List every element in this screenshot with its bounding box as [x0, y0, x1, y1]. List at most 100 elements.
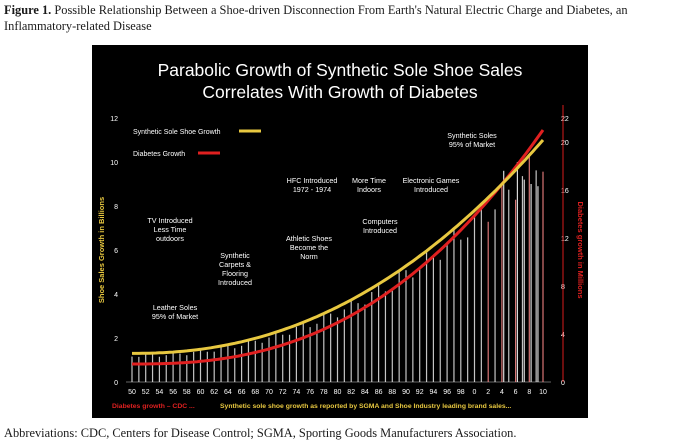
bar	[467, 237, 469, 382]
x-tick-label: 64	[224, 389, 232, 396]
chart-panel: Parabolic Growth of Synthetic Sole Shoe …	[92, 45, 588, 418]
x-tick-label: 66	[238, 389, 246, 396]
bar	[268, 337, 270, 382]
y-left-tick-label: 0	[114, 380, 118, 387]
bar	[460, 239, 462, 382]
bar	[508, 189, 510, 382]
y-left-tick-label: 8	[114, 204, 118, 211]
x-tick-label: 80	[334, 389, 342, 396]
bar	[282, 334, 284, 382]
bar	[206, 351, 208, 382]
annotation-line: 95% of Market	[152, 312, 198, 321]
bar	[494, 209, 496, 382]
annotation-line: outdoors	[156, 234, 184, 243]
bar	[378, 285, 380, 382]
annotation-line: Synthetic Soles	[447, 131, 497, 140]
y-right-axis-title: Diabetes growth in Millions	[576, 201, 585, 298]
figure-caption: Figure 1. Possible Relationship Between …	[4, 2, 676, 34]
bar	[302, 323, 304, 382]
x-tick-label: 74	[293, 389, 301, 396]
annotation-line: 1972 - 1974	[293, 185, 331, 194]
bar	[309, 327, 311, 382]
annotation: HFC Introduced 1972 - 1974	[287, 176, 338, 194]
chart-title-line1: Parabolic Growth of Synthetic Sole Shoe …	[158, 60, 523, 80]
x-tick-label: 56	[169, 389, 177, 396]
x-tick-label: 88	[388, 389, 396, 396]
y-left-tick-label: 10	[110, 160, 118, 167]
x-tick-label: 78	[320, 389, 328, 396]
x-tick-label: 4	[500, 389, 504, 396]
source-diabetes: Diabetes growth – CDC ...	[112, 403, 195, 410]
bar	[193, 351, 195, 382]
annotation-line: HFC Introduced	[287, 176, 338, 185]
series-line-diabetes	[132, 129, 545, 366]
bar	[172, 352, 174, 382]
annotation-line: Norm	[300, 252, 318, 261]
bar	[473, 213, 476, 382]
annotation-line: More Time	[352, 176, 386, 185]
annotation-line: Computers	[362, 217, 398, 226]
bar	[323, 314, 325, 382]
x-tick-label: 92	[416, 389, 424, 396]
bar	[241, 345, 243, 382]
chart: Parabolic Growth of Synthetic Sole Shoe …	[97, 60, 585, 410]
bar	[343, 309, 345, 382]
bar	[537, 186, 539, 382]
figure-label: Figure 1.	[4, 3, 52, 17]
bar	[199, 349, 202, 382]
y-right-tick-label: 12	[561, 236, 569, 243]
bar	[535, 170, 537, 382]
annotation-line: Carpets &	[219, 260, 251, 269]
y-right-tick-label: 22	[561, 116, 569, 123]
annotation-line: Indoors	[357, 185, 381, 194]
annotation-line: Introduced	[414, 185, 448, 194]
bar	[186, 355, 188, 382]
x-tick-label: 94	[430, 389, 438, 396]
x-tick-label: 8	[527, 389, 531, 396]
bar	[138, 356, 140, 382]
bar	[398, 272, 400, 382]
bar	[330, 313, 332, 382]
annotation-line: Introduced	[218, 278, 252, 287]
bar	[542, 171, 544, 382]
annotation-line: Less Time	[154, 225, 187, 234]
annotation-line: 95% of Market	[449, 140, 495, 149]
x-tick-label: 76	[306, 389, 314, 396]
annotation-line: Flooring	[222, 269, 248, 278]
x-tick-label: 96	[443, 389, 451, 396]
bar	[179, 353, 181, 382]
x-tick-label: 84	[361, 389, 369, 396]
y-left-axis-title: Shoe Sales Growth in Billions	[97, 197, 106, 303]
bar	[234, 348, 236, 382]
annotation-line: Introduced	[363, 226, 397, 235]
figure-caption-text: Possible Relationship Between a Shoe-dri…	[4, 3, 628, 33]
annotation-line: Athletic Shoes	[286, 234, 332, 243]
x-tick-label: 2	[486, 389, 490, 396]
bar	[515, 199, 517, 382]
bar	[254, 340, 256, 382]
y-right-tick-label: 20	[561, 140, 569, 147]
bar	[227, 345, 229, 382]
bar	[165, 355, 167, 382]
annotation: Synthetic Soles 95% of Market	[447, 131, 497, 149]
bar	[432, 255, 434, 382]
annotation-line: Synthetic	[220, 251, 250, 260]
annotation-line: TV Introduced	[147, 216, 192, 225]
y-left-tick-label: 4	[114, 292, 118, 299]
y-right-tick-label: 0	[561, 380, 565, 387]
y-right-tick-label: 16	[561, 188, 569, 195]
bar	[453, 229, 455, 382]
y-left-tick-label: 12	[110, 116, 118, 123]
legend-label-diabetes: Diabetes Growth	[133, 151, 185, 158]
annotation-line: Leather Soles	[153, 303, 198, 312]
x-tick-label: 50	[128, 389, 136, 396]
x-tick-label: 86	[375, 389, 383, 396]
chart-title-line2: Correlates With Growth of Diabetes	[202, 82, 477, 102]
annotation: TV Introduced Less Time outdoors	[147, 216, 192, 243]
bar	[528, 155, 530, 382]
annotation: Athletic Shoes Become the Norm	[286, 234, 332, 261]
source-shoe: Synthetic sole shoe growth as reported b…	[220, 403, 511, 410]
x-tick-label: 82	[347, 389, 355, 396]
bar	[247, 340, 250, 382]
bar	[316, 323, 318, 382]
